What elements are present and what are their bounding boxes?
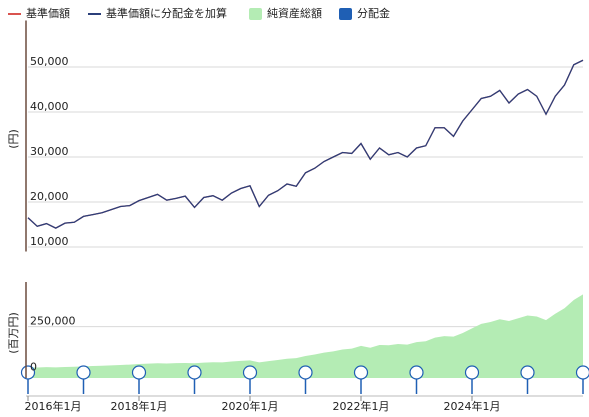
y-tick-label: 0 (30, 360, 37, 373)
x-tick-label: 2024年1月 (444, 399, 501, 413)
legend-label: 基準価額に分配金を加算 (106, 6, 227, 20)
distribution-pin (464, 365, 480, 380)
legend-label: 基準価額 (26, 6, 70, 20)
y-tick-label: 20,000 (30, 190, 69, 203)
distribution-pin (242, 365, 258, 380)
legend-swatch (339, 8, 352, 20)
distribution-pin (575, 365, 589, 380)
distribution-pin (520, 365, 535, 380)
distribution-pin (20, 365, 36, 380)
area (28, 294, 583, 378)
legend-label: 分配金 (357, 6, 390, 20)
y-tick-label: 50,000 (30, 55, 69, 68)
y-axis-label: (円) (7, 129, 20, 149)
distribution-pin (353, 365, 369, 380)
distribution-pin (409, 365, 424, 380)
distribution-pin (76, 365, 91, 380)
x-tick-label: 2016年1月 (25, 399, 82, 413)
distribution-pin (187, 365, 202, 380)
x-tick-label: 2018年1月 (111, 399, 168, 413)
x-tick-label: 2020年1月 (222, 399, 279, 413)
data-line (27, 59, 584, 229)
y-tick-label: 10,000 (30, 235, 69, 248)
legend-label: 純資産総額 (267, 6, 322, 20)
x-tick-label: 2022年1月 (333, 399, 390, 413)
y-tick-label: 250,000 (30, 315, 76, 328)
distribution-pin (298, 365, 313, 380)
y-tick-label: 40,000 (30, 100, 69, 113)
distribution-pin (131, 365, 147, 380)
data-line (27, 59, 584, 229)
y-tick-label: 30,000 (30, 145, 69, 158)
y-axis-label: (百万円) (7, 312, 20, 354)
legend-swatch (249, 8, 262, 20)
